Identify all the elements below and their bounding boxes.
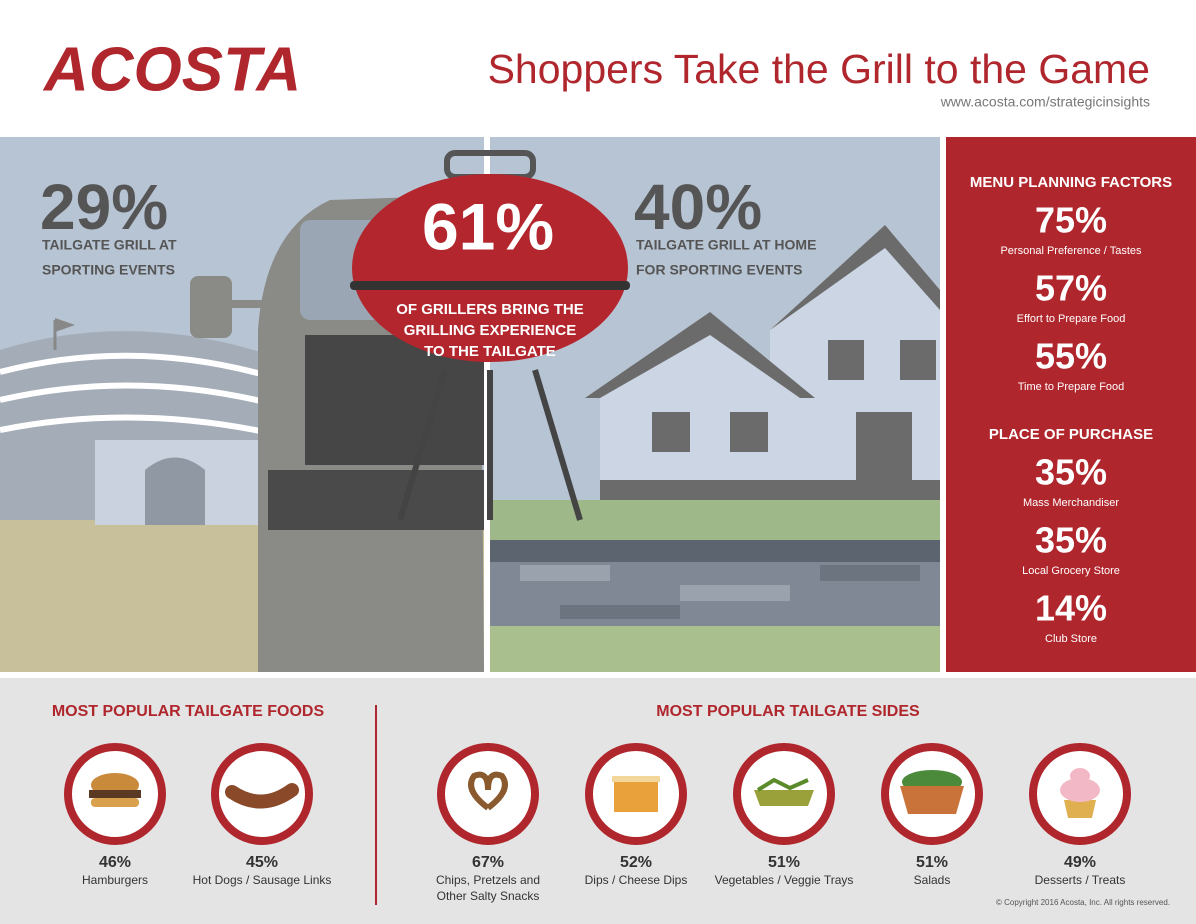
hero-label: FOR SPORTING EVENTS bbox=[636, 262, 802, 278]
title: Shoppers Take the Grill to the Game bbox=[488, 46, 1150, 92]
icon bbox=[1070, 768, 1090, 784]
item-stat: 49% bbox=[1064, 854, 1096, 871]
sidebar-label: Time to Prepare Food bbox=[1018, 381, 1125, 393]
sidebar bbox=[946, 137, 1196, 672]
icon-circle bbox=[211, 743, 313, 845]
icon bbox=[612, 776, 660, 782]
logo: ACOSTA bbox=[42, 35, 301, 104]
grill bbox=[350, 150, 630, 521]
item-label: Desserts / Treats bbox=[1035, 873, 1126, 887]
sidebar-stat: 57% bbox=[1035, 268, 1107, 309]
sidebar-stat: 35% bbox=[1035, 520, 1107, 561]
item-label: Salads bbox=[914, 873, 951, 887]
sidebar-label: Mass Merchandiser bbox=[1023, 497, 1119, 509]
icon-circle bbox=[437, 743, 539, 845]
icon bbox=[1064, 800, 1096, 818]
item-stat: 52% bbox=[620, 854, 652, 871]
hero-label: TO THE TAILGATE bbox=[424, 343, 556, 360]
item-stat: 67% bbox=[472, 854, 504, 871]
icon bbox=[225, 783, 299, 809]
icon bbox=[89, 790, 141, 798]
section-heading: MOST POPULAR TAILGATE SIDES bbox=[656, 703, 920, 720]
icon bbox=[754, 790, 814, 806]
sidebar-label: Effort to Prepare Food bbox=[1017, 313, 1126, 325]
item-label: Chips, Pretzels and bbox=[436, 873, 540, 887]
sidebar-label: Local Grocery Store bbox=[1022, 565, 1120, 577]
sidebar-stat: 55% bbox=[1035, 336, 1107, 377]
sidebar-heading: PLACE OF PURCHASE bbox=[989, 426, 1153, 443]
icon bbox=[1060, 778, 1100, 802]
icon bbox=[468, 771, 508, 811]
item-label: Vegetables / Veggie Trays bbox=[715, 873, 854, 887]
hero-stat: 61% bbox=[422, 189, 554, 263]
hero-label: OF GRILLERS BRING THE bbox=[396, 301, 584, 318]
hero-stat: 40% bbox=[634, 171, 762, 243]
section-heading: MOST POPULAR TAILGATE FOODS bbox=[52, 703, 325, 720]
item-stat: 51% bbox=[768, 854, 800, 871]
item-label: Hamburgers bbox=[82, 873, 148, 887]
item-label: Other Salty Snacks bbox=[437, 889, 540, 903]
icon bbox=[900, 786, 964, 814]
hero-label: TAILGATE GRILL AT HOME bbox=[636, 237, 816, 253]
item-label: Hot Dogs / Sausage Links bbox=[193, 873, 332, 887]
sidebar-stat: 35% bbox=[1035, 452, 1107, 493]
item-stat: 46% bbox=[99, 854, 131, 871]
copyright: © Copyright 2016 Acosta, Inc. All rights… bbox=[996, 898, 1170, 907]
icon bbox=[614, 778, 658, 812]
hero-label: SPORTING EVENTS bbox=[42, 262, 175, 278]
item-stat: 45% bbox=[246, 854, 278, 871]
hero-label: GRILLING EXPERIENCE bbox=[404, 322, 577, 339]
icon bbox=[756, 777, 809, 792]
item-label: Dips / Cheese Dips bbox=[585, 873, 688, 887]
hero-stat: 29% bbox=[40, 171, 168, 243]
sidebar-heading: MENU PLANNING FACTORS bbox=[970, 174, 1172, 191]
sidebar-label: Club Store bbox=[1045, 633, 1097, 645]
item-stat: 51% bbox=[916, 854, 948, 871]
sidebar-stat: 75% bbox=[1035, 200, 1107, 241]
sidebar-stat: 14% bbox=[1035, 588, 1107, 629]
hero-label: TAILGATE GRILL AT bbox=[42, 237, 177, 253]
icon bbox=[91, 798, 139, 807]
url: www.acosta.com/strategicinsights bbox=[940, 94, 1150, 110]
sidebar-label: Personal Preference / Tastes bbox=[1000, 245, 1142, 257]
